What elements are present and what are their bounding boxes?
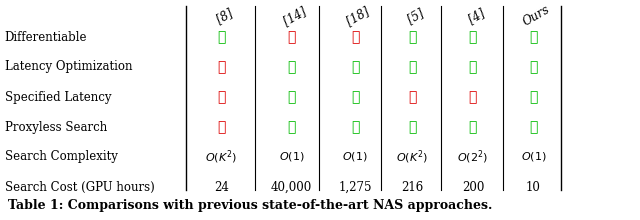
Text: ✓: ✓ [468, 60, 477, 74]
Text: Proxyless Search: Proxyless Search [4, 121, 107, 134]
Text: ✓: ✓ [408, 60, 417, 74]
Text: Search Cost (GPU hours): Search Cost (GPU hours) [4, 181, 154, 194]
Text: ✗: ✗ [468, 90, 477, 104]
Text: Table 1: Comparisons with previous state-of-the-art NAS approaches.: Table 1: Comparisons with previous state… [8, 199, 492, 212]
Text: ✗: ✗ [408, 90, 417, 104]
Text: ✓: ✓ [408, 121, 417, 135]
Text: $O(K^2)$: $O(K^2)$ [396, 148, 428, 166]
Text: 216: 216 [401, 181, 424, 194]
Text: [5]: [5] [405, 6, 426, 26]
Text: ✓: ✓ [287, 90, 296, 104]
Text: 1,275: 1,275 [339, 181, 372, 194]
Text: 200: 200 [461, 181, 484, 194]
Text: ✓: ✓ [351, 90, 359, 104]
Text: ✓: ✓ [468, 31, 477, 45]
Text: ✗: ✗ [217, 60, 225, 74]
Text: Specified Latency: Specified Latency [4, 91, 111, 104]
Text: Latency Optimization: Latency Optimization [4, 60, 132, 73]
Text: $O(2^2)$: $O(2^2)$ [458, 148, 488, 166]
Text: $O(K^2)$: $O(K^2)$ [205, 148, 237, 166]
Text: Search Complexity: Search Complexity [4, 150, 118, 163]
Text: ✓: ✓ [468, 121, 477, 135]
Text: 40,000: 40,000 [271, 181, 312, 194]
Text: ✓: ✓ [529, 60, 538, 74]
Text: ✓: ✓ [408, 31, 417, 45]
Text: ✓: ✓ [529, 121, 538, 135]
Text: $O(1)$: $O(1)$ [278, 150, 304, 163]
Text: Differentiable: Differentiable [4, 31, 87, 44]
Text: Ours: Ours [521, 3, 552, 29]
Text: [8]: [8] [214, 6, 235, 26]
Text: 10: 10 [526, 181, 541, 194]
Text: 24: 24 [214, 181, 228, 194]
Text: ✓: ✓ [529, 90, 538, 104]
Text: $O(1)$: $O(1)$ [342, 150, 368, 163]
Text: [14]: [14] [281, 4, 308, 28]
Text: ✓: ✓ [351, 121, 359, 135]
Text: ✗: ✗ [351, 31, 359, 45]
Text: ✓: ✓ [217, 31, 225, 45]
Text: [4]: [4] [466, 6, 486, 26]
Text: ✓: ✓ [287, 60, 296, 74]
Text: $O(1)$: $O(1)$ [521, 150, 547, 163]
Text: ✓: ✓ [351, 60, 359, 74]
Text: ✗: ✗ [287, 31, 296, 45]
Text: ✗: ✗ [217, 121, 225, 135]
Text: [18]: [18] [344, 4, 372, 28]
Text: ✓: ✓ [287, 121, 296, 135]
Text: ✓: ✓ [529, 31, 538, 45]
Text: ✗: ✗ [217, 90, 225, 104]
